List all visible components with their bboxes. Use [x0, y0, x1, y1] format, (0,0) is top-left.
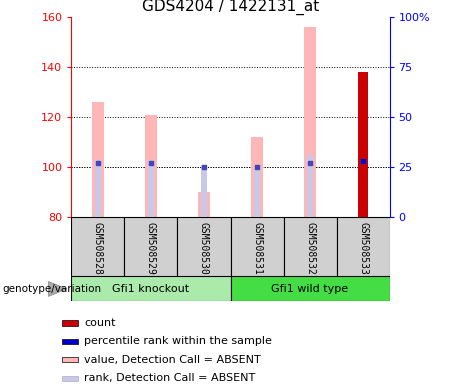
Bar [251, 137, 263, 217]
Bar [148, 160, 154, 217]
Polygon shape [48, 281, 67, 296]
Bar [201, 164, 207, 217]
Text: rank, Detection Call = ABSENT: rank, Detection Call = ABSENT [84, 373, 255, 383]
Bar [254, 167, 260, 217]
Bar [62, 357, 78, 362]
Text: count: count [84, 318, 116, 328]
Bar [230, 276, 390, 301]
Text: value, Detection Call = ABSENT: value, Detection Call = ABSENT [84, 355, 261, 365]
Bar [124, 217, 177, 276]
Bar [71, 217, 124, 276]
Bar [177, 217, 230, 276]
Bar [198, 192, 210, 217]
Bar [284, 217, 337, 276]
Bar [337, 217, 390, 276]
Text: genotype/variation: genotype/variation [2, 284, 101, 294]
Bar [145, 115, 157, 217]
Text: GSM508529: GSM508529 [146, 222, 156, 275]
Bar [62, 339, 78, 344]
Title: GDS4204 / 1422131_at: GDS4204 / 1422131_at [142, 0, 319, 15]
Text: Gfi1 knockout: Gfi1 knockout [112, 284, 189, 294]
Text: Gfi1 wild type: Gfi1 wild type [272, 284, 349, 294]
Bar [304, 27, 316, 217]
Text: percentile rank within the sample: percentile rank within the sample [84, 336, 272, 346]
Bar [95, 160, 100, 217]
Bar [62, 320, 78, 326]
Text: GSM508533: GSM508533 [358, 222, 368, 275]
Bar [92, 102, 104, 217]
Bar [307, 155, 313, 217]
Text: GSM508530: GSM508530 [199, 222, 209, 275]
Bar [230, 217, 284, 276]
Bar [62, 376, 78, 381]
Text: GSM508528: GSM508528 [93, 222, 103, 275]
Text: GSM508531: GSM508531 [252, 222, 262, 275]
Bar [358, 72, 368, 217]
Text: GSM508532: GSM508532 [305, 222, 315, 275]
Bar [71, 276, 230, 301]
